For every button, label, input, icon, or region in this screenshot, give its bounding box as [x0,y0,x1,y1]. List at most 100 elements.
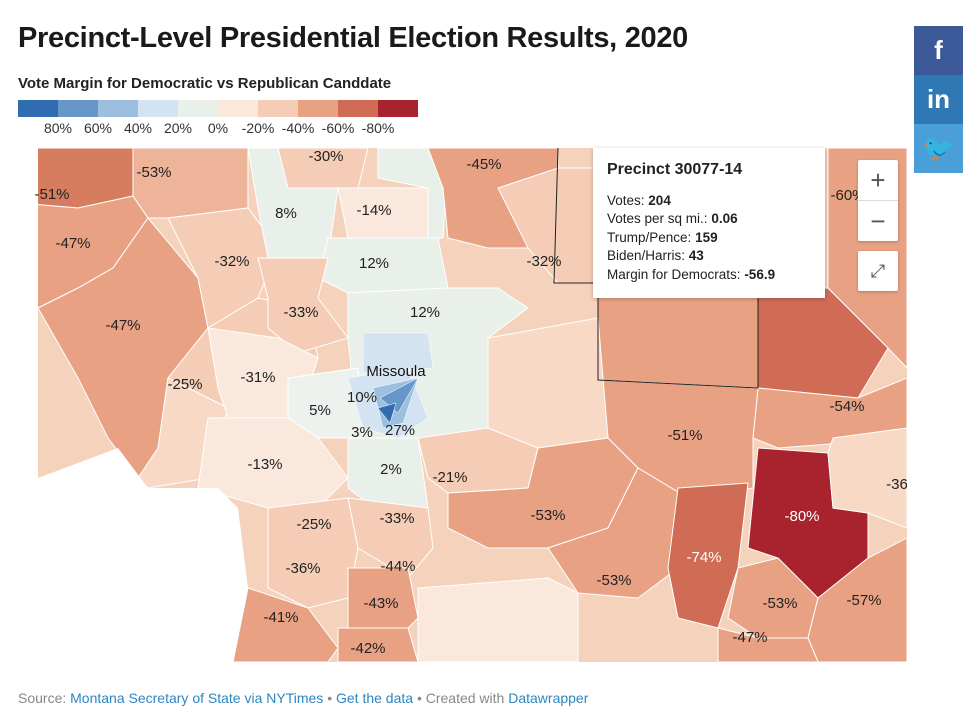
created-with-label: Created with [425,690,505,706]
legend-label: 40% [123,120,153,136]
precinct-area[interactable] [337,627,419,662]
get-data-link[interactable]: Get the data [335,690,414,706]
legend-label: 0% [207,120,229,136]
separator: • [327,690,333,706]
legend-labels: 80% 60% 40% 20% 0% -20% -40% -60% -80% [18,120,418,138]
precinct-margin-label: -25% [296,516,331,533]
tooltip-biden: Biden/Harris: 43 [607,248,704,263]
legend-label: 80% [43,120,73,136]
map-margin [18,148,38,662]
precinct-margin-label: 8% [275,205,297,222]
tooltip-title: Precinct 30077-14 [607,161,743,178]
precinct-margin-label: -47% [55,235,90,252]
legend-swatch [218,100,258,117]
precinct-margin-label: -21% [432,469,467,486]
precinct-margin-label: -33% [283,304,318,321]
tooltip-votes: Votes: 204 [607,192,671,208]
precinct-area[interactable] [717,627,819,662]
chart-title: Precinct-Level Presidential Election Res… [18,22,689,54]
precinct-area[interactable] [132,148,249,219]
precinct-margin-label: -14% [356,202,391,219]
separator: • [416,690,422,706]
precinct-area[interactable] [232,587,339,662]
precinct-area[interactable] [417,577,579,662]
tooltip-margin: Margin for Democrats: -56.9 [607,266,776,282]
precinct-margin-label: 12% [359,255,389,272]
source-label: Source: [18,690,67,706]
precinct-area[interactable] [257,257,349,354]
precinct-margin-label: 3% [351,424,373,441]
precinct-margin-label: -36% [285,560,320,577]
precinct-area[interactable] [287,367,364,439]
precinct-margin-label: 10% [347,389,377,406]
precinct-margin-label: -33% [379,510,414,527]
legend-swatch [138,100,178,117]
precinct-margin-label: 2% [380,461,402,478]
precinct-area[interactable] [487,317,609,449]
highlight-outline [553,148,759,389]
precinct-margin-label: -53% [762,595,797,612]
precinct-margin-label: -74% [686,549,721,566]
source-link[interactable]: Montana Secretary of State via NYTimes [70,690,324,706]
city-label: Missoula [366,363,426,380]
precinct-margin-label: -32% [214,253,249,270]
legend-swatch [98,100,138,117]
precinct-margin-label: -44% [380,558,415,575]
zoom-out-button[interactable]: − [870,206,886,236]
precinct-margin-label: -47% [105,317,140,334]
precinct-margin-label: -13% [247,456,282,473]
legend-swatch [258,100,298,117]
precinct-margin-label: -45% [466,156,501,173]
facebook-share-button[interactable]: f [914,26,963,75]
precinct-margin-label: -25% [167,376,202,393]
legend-label: 20% [163,120,193,136]
legend-label: -60% [321,120,355,136]
precinct-margin-label: 5% [309,402,331,419]
precinct-margin-label: -53% [596,572,631,589]
precinct-margin-label: -51% [667,427,702,444]
precinct-area[interactable] [267,497,359,609]
legend-title: Vote Margin for Democratic vs Republican… [18,75,392,92]
precinct-margin-label: -32% [526,253,561,270]
legend-swatch [178,100,218,117]
precinct-margin-label: -43% [363,595,398,612]
precinct-margin-label: -47% [732,629,767,646]
fit-bounds-button[interactable]: ⤢ [858,251,898,291]
precinct-margin-label: -30% [308,148,343,165]
legend-label: -20% [241,120,275,136]
precinct-margin-label: -53% [136,164,171,181]
legend-label: -40% [281,120,315,136]
precinct-margin-label: -36 [886,476,907,493]
precinct-tooltip: Precinct 30077-14 Votes: 204 Votes per s… [593,148,825,298]
legend-swatch [378,100,418,117]
legend-swatch [58,100,98,117]
tooltip-trump: Trump/Pence: 159 [607,229,718,245]
precinct-margin-label: -31% [240,369,275,386]
tooltip-density: Votes per sq mi.: 0.06 [607,211,738,226]
precinct-area[interactable] [362,332,434,374]
linkedin-share-button[interactable]: in [914,75,963,124]
precinct-area[interactable] [377,402,397,424]
legend-color-bar [18,100,418,117]
precinct-margin-label: -53% [530,507,565,524]
map-labels: -53% -51% -47% -30% 8% -14% -45% -32% 12% -32% -47… [34,148,907,657]
legend-swatch [338,100,378,117]
precinct-margin-label: -60% [830,187,865,204]
precinct-area[interactable] [347,497,434,579]
zoom-control: + − [858,160,898,241]
precinct-margin-label: -80% [784,508,819,525]
legend-swatch [298,100,338,117]
twitter-share-button[interactable]: 🐦 [914,124,963,173]
precinct-margin-label: -42% [350,640,385,657]
precinct-area[interactable] [827,427,907,529]
precinct-margin-label: 12% [410,304,440,321]
zoom-in-button[interactable]: + [858,160,898,201]
precinct-margin-label: -54% [829,398,864,415]
precinct-margin-label: -51% [34,186,69,203]
footer: Source: Montana Secretary of State via N… [18,690,588,706]
precinct-margin-label: -57% [846,592,881,609]
precinct-margin-label: -41% [263,609,298,626]
datawrapper-link[interactable]: Datawrapper [508,690,589,706]
precinct-margin-label: 27% [385,422,415,439]
legend-label: 60% [83,120,113,136]
